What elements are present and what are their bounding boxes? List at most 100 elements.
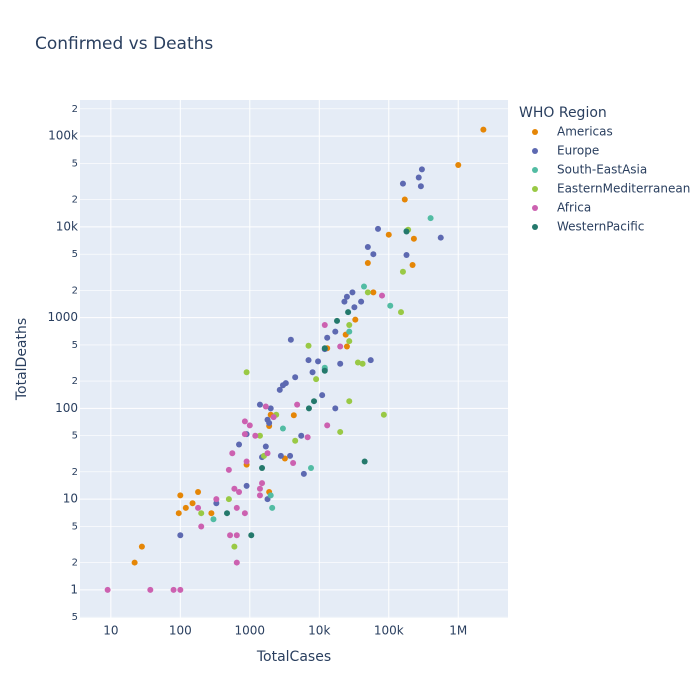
point [246,422,253,429]
y-axis-title: TotalDeaths [14,318,30,401]
point [175,510,182,517]
point [104,586,111,593]
point [300,470,307,477]
point [415,174,422,181]
point [138,543,145,550]
point [241,418,248,425]
point [364,259,371,266]
y-tick-label: 2 [72,467,78,478]
point [427,215,434,222]
y-tick-label: 5 [72,431,78,442]
point [341,298,348,305]
y-tick-label: 5 [72,612,78,623]
point [248,532,255,539]
y-tick-label: 5 [72,158,78,169]
point [398,309,405,316]
point [345,309,352,316]
point [264,450,271,457]
y-tick-label: 10k [56,219,78,233]
y-tick-label: 2 [72,285,78,296]
legend-label: WesternPacific [557,220,644,234]
legend-marker [532,186,538,192]
point [270,414,277,421]
point [189,500,196,507]
point [225,496,232,503]
legend-label: Europe [557,144,599,158]
point [267,492,274,499]
legend-marker [532,129,538,135]
point [455,162,462,169]
point [321,345,328,352]
point [379,292,386,299]
legend-label: South-EastAsia [557,163,647,177]
point [195,488,202,495]
points [104,126,487,593]
point [259,480,266,487]
point [315,358,322,365]
point [177,532,184,539]
point [304,434,311,441]
point [147,586,154,593]
point [401,196,408,203]
point [337,360,344,367]
point [387,302,394,309]
point [287,452,294,459]
point [321,367,328,374]
point [131,559,138,566]
y-tick-label: 10 [63,492,78,506]
point [370,251,377,258]
point [305,405,312,412]
y-tick-label: 2 [72,104,78,115]
point [311,398,318,405]
point [279,425,286,432]
point [290,460,297,467]
point [375,225,382,232]
point [256,492,263,499]
point [307,465,314,472]
point [351,304,358,311]
legend-label: Americas [557,125,613,139]
point [305,357,312,364]
point [409,262,416,269]
point [210,516,217,523]
point [262,403,269,410]
point [360,283,367,290]
point [313,376,320,383]
point [256,432,263,439]
y-tick-label: 2 [72,195,78,206]
point [346,328,353,335]
y-tick-label: 5 [72,340,78,351]
point [305,342,312,349]
y-tick-label: 1000 [47,310,78,324]
point [231,543,238,550]
point [346,338,353,345]
y-tick-label: 2 [72,376,78,387]
point [236,441,243,448]
x-tick-label: 1M [449,624,467,638]
legend-marker [532,148,538,154]
point [359,360,366,367]
point [252,432,259,439]
point [231,485,238,492]
point [346,321,353,328]
point [337,428,344,435]
point [208,510,215,517]
point [259,465,266,472]
point [403,228,410,235]
y-tick-label: 1 [70,582,78,596]
point [437,234,444,241]
point [319,392,326,399]
point [380,411,387,418]
point [243,458,250,465]
point [367,357,374,364]
point [256,485,263,492]
point [233,504,240,511]
point [294,401,301,408]
point [233,559,240,566]
point [198,523,205,530]
x-tick-label: 100k [374,624,404,638]
point [418,166,425,173]
point [343,343,350,350]
x-tick-label: 1000 [235,624,266,638]
legend-title: WHO Region [519,105,607,121]
